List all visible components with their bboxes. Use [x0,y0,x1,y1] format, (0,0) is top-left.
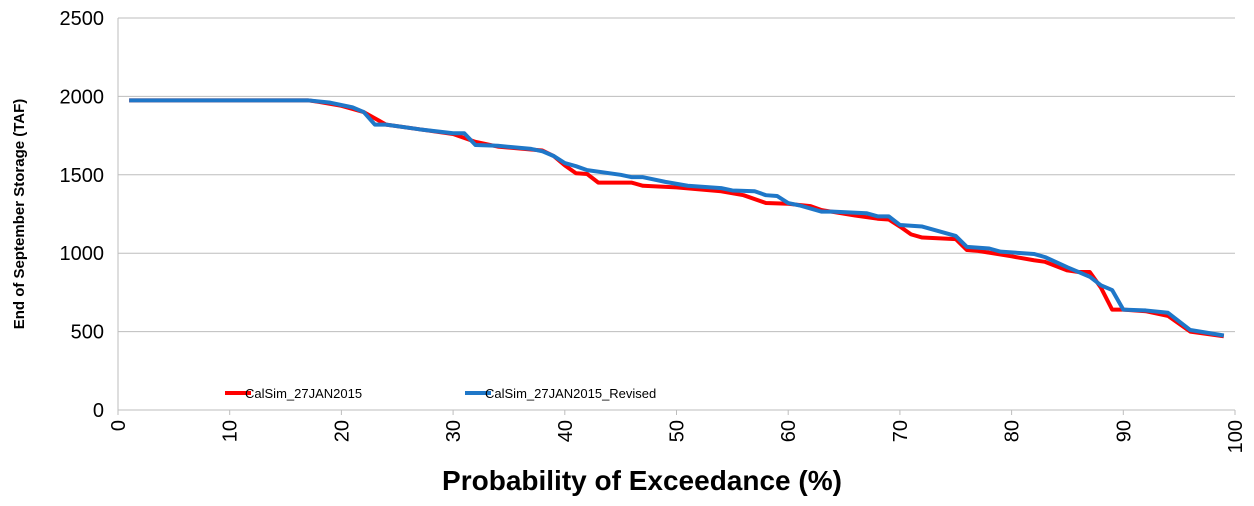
x-tick-label: 60 [778,420,800,442]
y-tick-label: 0 [93,400,104,422]
series-line [129,98,1225,339]
y-axis-label: End of September Storage (TAF) [11,99,28,330]
x-tick-label: 100 [1225,420,1247,453]
x-tick-label: 90 [1113,420,1135,442]
x-axis-label: Probability of Exceedance (%) [442,465,842,496]
legend-label: CalSim_27JAN2015_Revised [485,386,656,401]
legend-label: CalSim_27JAN2015 [245,386,362,401]
y-tick-label: 2000 [60,86,105,108]
y-tick-label: 500 [71,322,104,344]
y-tick-label: 1000 [60,243,105,265]
x-tick-label: 50 [667,420,689,442]
x-tick-label: 10 [220,420,242,442]
series-line [129,98,1225,338]
x-tick-label: 20 [331,420,353,442]
x-tick-label: 80 [1002,420,1024,442]
y-tick-label: 1500 [60,165,105,187]
x-tick-label: 40 [555,420,577,442]
y-tick-label: 2500 [60,8,105,30]
x-tick-label: 0 [108,420,130,431]
x-tick-label: 70 [890,420,912,442]
x-tick-label: 30 [443,420,465,442]
